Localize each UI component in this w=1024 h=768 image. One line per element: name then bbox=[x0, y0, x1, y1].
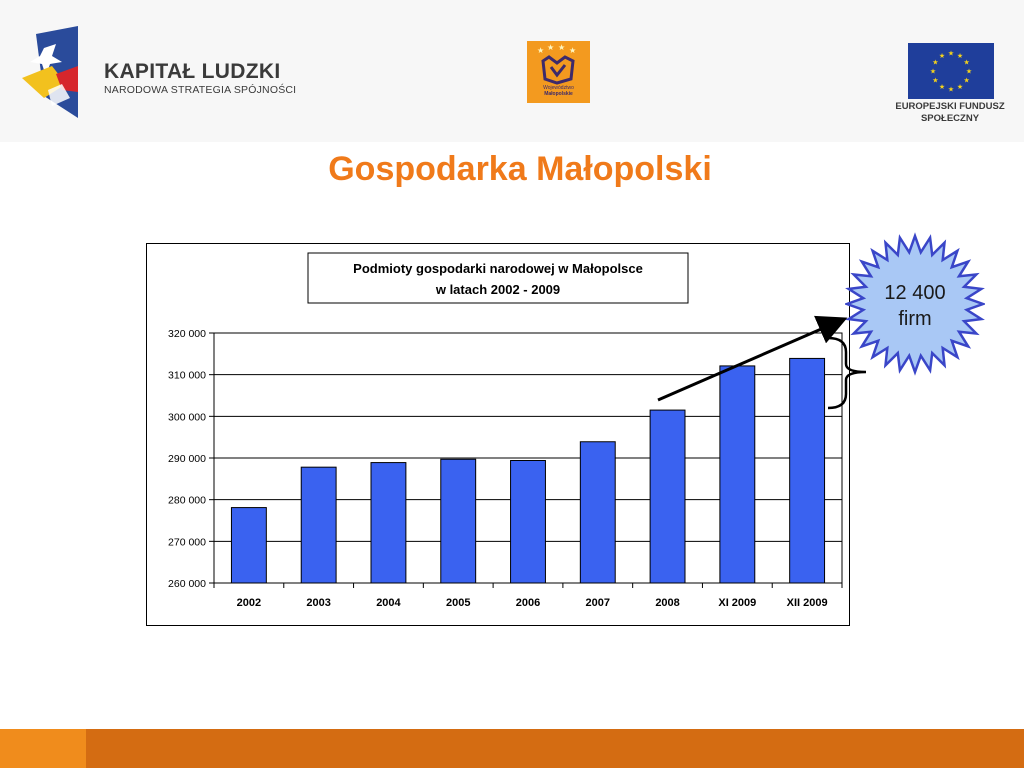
eu-fund-line1: EUROPEJSKI FUNDUSZ bbox=[895, 101, 1005, 112]
bar-2005 bbox=[440, 458, 477, 584]
x-tick-label: 2005 bbox=[446, 597, 470, 609]
eu-fund-line2: SPOŁECZNY bbox=[920, 113, 980, 124]
eu-fund-logo: ★ ★ ★ ★ ★ ★ ★ ★ ★ ★ ★ ★ EUROPEJSKI FUNDUSZ SPOŁECZN… bbox=[880, 41, 1020, 131]
eu-star-icon: ★ bbox=[939, 83, 945, 91]
y-tick-label: 300 000 bbox=[168, 411, 206, 423]
kapital-ludzki-logo: KAPITAŁ LUDZKI NARODOWA STRATEGIA SPÓJNO… bbox=[22, 26, 322, 122]
chart-title-line1: Podmioty gospodarki narodowej w Małopols… bbox=[353, 261, 643, 276]
eu-flag-icon: ★ ★ ★ ★ ★ ★ ★ ★ ★ ★ ★ ★ bbox=[908, 43, 994, 99]
chart-title-box bbox=[307, 252, 689, 304]
x-tick-label: 2002 bbox=[237, 597, 261, 609]
chart-frame: Podmioty gospodarki narodowej w Małopols… bbox=[146, 243, 850, 626]
x-tick-label: 2008 bbox=[655, 597, 679, 609]
malopolska-text-1: Województwo bbox=[543, 85, 574, 91]
bar-xi-2009 bbox=[719, 365, 756, 584]
kapital-ludzki-title: KAPITAŁ LUDZKI bbox=[104, 60, 281, 83]
footer-accent bbox=[0, 729, 86, 768]
bar-chart: Podmioty gospodarki narodowej w Małopols… bbox=[168, 252, 843, 609]
x-tick-label: 2003 bbox=[306, 597, 330, 609]
svg-text:★: ★ bbox=[558, 43, 565, 52]
svg-text:★: ★ bbox=[547, 43, 554, 52]
x-tick-label: XII 2009 bbox=[787, 597, 828, 609]
page-title: Gospodarka Małopolski bbox=[328, 150, 712, 188]
eu-star-icon: ★ bbox=[963, 77, 969, 85]
bar-2006 bbox=[510, 460, 546, 584]
callout-unit: firm bbox=[898, 308, 932, 330]
malopolska-text-2: Małopolskie bbox=[544, 91, 573, 97]
bar-2003 bbox=[300, 466, 337, 584]
header-band: KAPITAŁ LUDZKI NARODOWA STRATEGIA SPÓJNO… bbox=[0, 0, 1024, 142]
eu-star-icon: ★ bbox=[963, 59, 969, 67]
bar-xii-2009 bbox=[789, 357, 826, 584]
eu-star-icon: ★ bbox=[948, 50, 954, 58]
callout-value: 12 400 bbox=[884, 282, 946, 304]
y-tick-label: 290 000 bbox=[168, 453, 206, 465]
plot-area bbox=[213, 332, 843, 584]
bar-2007 bbox=[579, 441, 616, 584]
x-tick-label: 2007 bbox=[586, 597, 610, 609]
eu-star-icon: ★ bbox=[939, 52, 945, 60]
chart-title-line2: w latach 2002 - 2009 bbox=[435, 282, 560, 297]
malopolska-logo: ★ ★ ★ ★ Województwo Małopolskie bbox=[527, 41, 590, 103]
eu-star-icon: ★ bbox=[932, 77, 938, 85]
y-tick-label: 280 000 bbox=[168, 495, 206, 507]
eu-star-icon: ★ bbox=[957, 52, 963, 60]
svg-text:★: ★ bbox=[537, 46, 544, 55]
eu-star-icon: ★ bbox=[948, 86, 954, 94]
bar-2002 bbox=[230, 507, 267, 584]
x-tick-label: 2004 bbox=[376, 597, 401, 609]
y-tick-label: 260 000 bbox=[168, 578, 206, 590]
footer-bar bbox=[0, 729, 1024, 768]
eu-star-icon: ★ bbox=[966, 68, 972, 76]
callout-star: 12 400 firm bbox=[843, 232, 987, 382]
bar-2004 bbox=[370, 462, 407, 584]
eu-star-icon: ★ bbox=[930, 68, 936, 76]
y-tick-label: 270 000 bbox=[168, 536, 206, 548]
malopolska-emblem-icon: ★ ★ ★ ★ bbox=[537, 43, 576, 85]
eu-star-icon: ★ bbox=[932, 59, 938, 67]
starburst-shape bbox=[843, 232, 987, 376]
starburst-icon bbox=[843, 232, 987, 376]
y-tick-label: 320 000 bbox=[168, 328, 206, 340]
x-tick-label: 2006 bbox=[516, 597, 540, 609]
kapital-ludzki-emblem-icon bbox=[22, 26, 78, 118]
bar-2008 bbox=[649, 409, 686, 584]
kapital-ludzki-subtitle: NARODOWA STRATEGIA SPÓJNOŚCI bbox=[104, 84, 297, 96]
x-tick-label: XI 2009 bbox=[718, 597, 756, 609]
eu-star-icon: ★ bbox=[957, 83, 963, 91]
y-tick-label: 310 000 bbox=[168, 370, 206, 382]
svg-text:★: ★ bbox=[569, 46, 576, 55]
